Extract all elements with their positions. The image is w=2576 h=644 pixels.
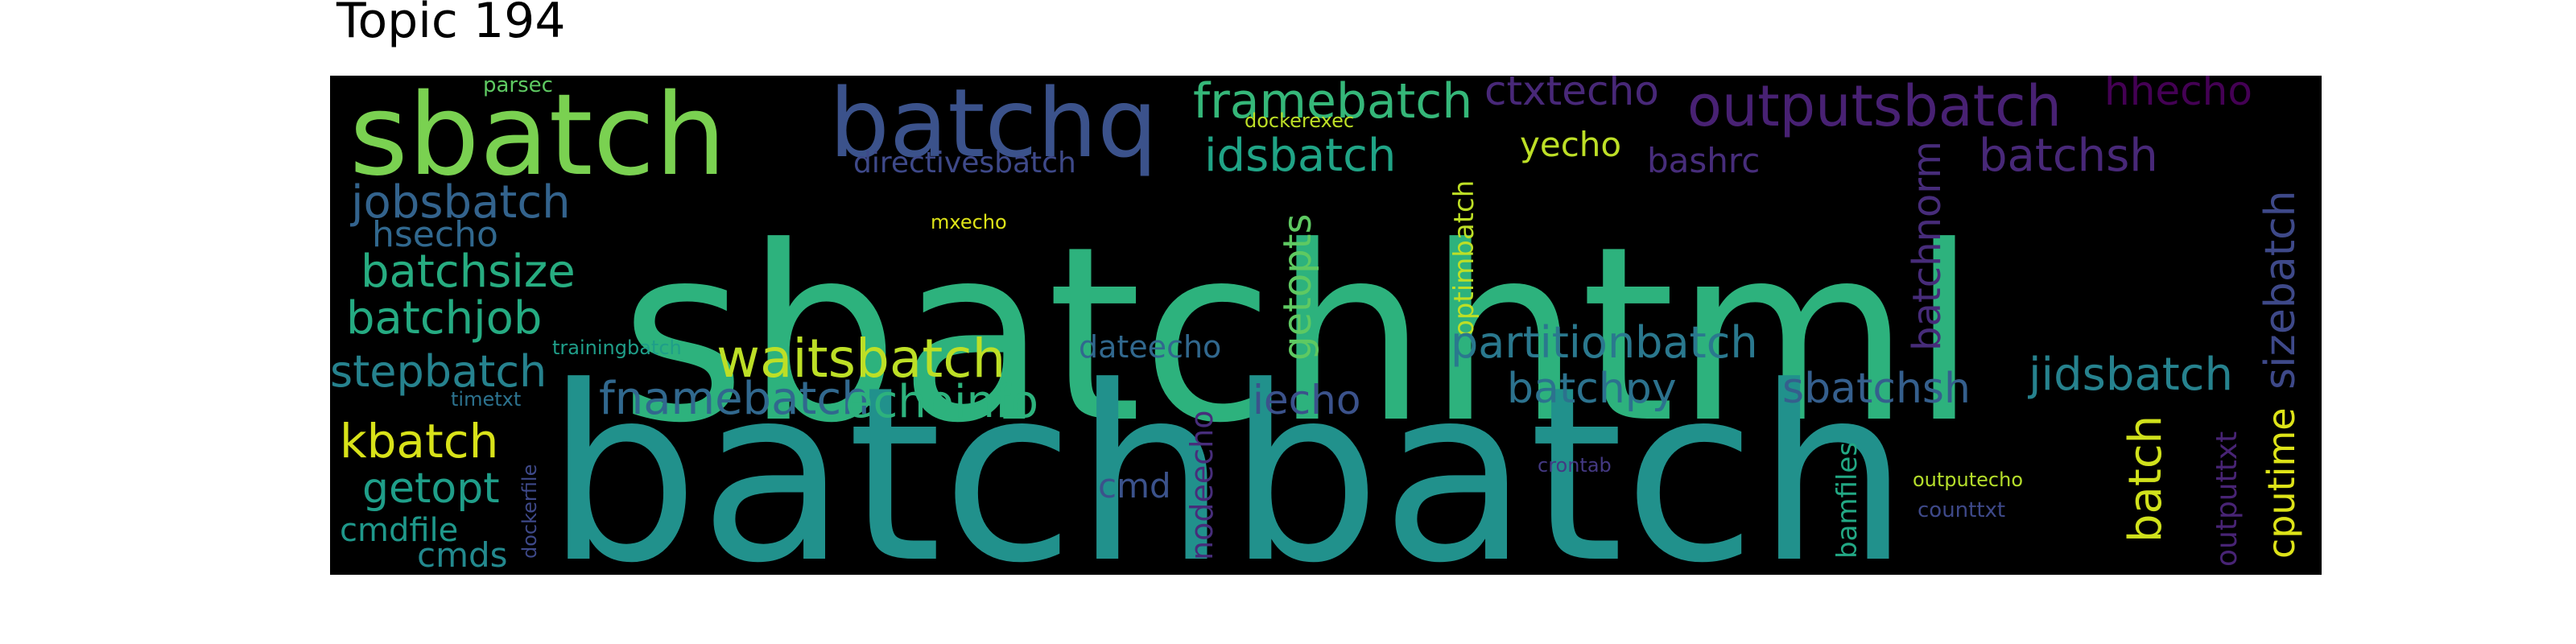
cloud-word: getopts <box>1275 214 1320 361</box>
cloud-word: batchbatch <box>546 335 1909 575</box>
cloud-word: parsec <box>483 76 553 97</box>
cloud-word: bashrc <box>1647 141 1760 180</box>
cloud-word: fnamebatch <box>599 373 870 425</box>
cloud-word: counttxt <box>1918 498 2005 522</box>
cloud-word: stepbatch <box>330 346 547 397</box>
cloud-word: cmd <box>1098 466 1171 506</box>
cloud-word: nodeecho <box>1184 411 1220 560</box>
cloud-word: dockerexec <box>1245 109 1354 132</box>
cloud-word: cmds <box>417 535 508 575</box>
cloud-word: crontab <box>1538 454 1612 477</box>
cloud-word: idsbatch <box>1204 130 1396 182</box>
cloud-word: iecho <box>1253 377 1360 423</box>
cloud-word: sbatchsh <box>1782 365 1971 413</box>
cloud-word: batchnorm <box>1905 141 1950 351</box>
cloud-word: outputtxt <box>2211 431 2244 567</box>
cloud-word: dockerfile <box>518 464 541 559</box>
cloud-word: getopt <box>362 464 500 513</box>
cloud-word: mxecho <box>931 211 1007 233</box>
cloud-word: timetxt <box>451 388 521 411</box>
cloud-word: hsecho <box>372 214 498 255</box>
cloud-word: framebatch <box>1193 76 1472 130</box>
cloud-word: sizebatch <box>2256 190 2305 390</box>
cloud-word: ctxtecho <box>1484 76 1659 114</box>
cloud-word: cmdfile <box>340 512 458 549</box>
cloud-word: outputecho <box>1913 469 2023 491</box>
cloud-word: kbatch <box>340 414 498 469</box>
word-cloud-background <box>330 76 2322 575</box>
cloud-word: sbatch <box>349 76 726 201</box>
cloud-word: outputsbatch <box>1687 76 2062 139</box>
cloud-word: waitsbatch <box>716 328 1005 390</box>
cloud-word: trainingbatch <box>552 336 682 359</box>
cloud-word: batchq <box>829 76 1158 179</box>
cloud-word: batch <box>2120 415 2172 543</box>
cloud-word: cputime <box>2260 407 2303 559</box>
cloud-word: sbatchhtml <box>620 195 1978 476</box>
cloud-word: optimbatch <box>1448 180 1480 336</box>
cloud-word: batchpy <box>1507 365 1677 413</box>
cloud-word: hhecho <box>2104 76 2252 114</box>
cloud-word: batchjob <box>346 292 542 345</box>
cloud-word: directivesbatch <box>853 147 1076 180</box>
cloud-word: jobsbatch <box>349 176 571 229</box>
cloud-word: echoinfo <box>845 376 1038 428</box>
cloud-word: yecho <box>1520 125 1621 164</box>
cloud-word: partitionbatch <box>1451 317 1758 368</box>
figure-title: Topic 194 <box>336 0 566 49</box>
cloud-word: dateecho <box>1079 329 1221 365</box>
cloud-word: bamfiles <box>1831 442 1864 559</box>
word-cloud: sbatchhtml batchbatch sbatch batchq framebat… <box>330 76 2322 575</box>
cloud-word: batchsize <box>361 246 576 298</box>
cloud-word: batchsh <box>1979 130 2158 182</box>
cloud-word: jidsbatch <box>2027 349 2233 401</box>
